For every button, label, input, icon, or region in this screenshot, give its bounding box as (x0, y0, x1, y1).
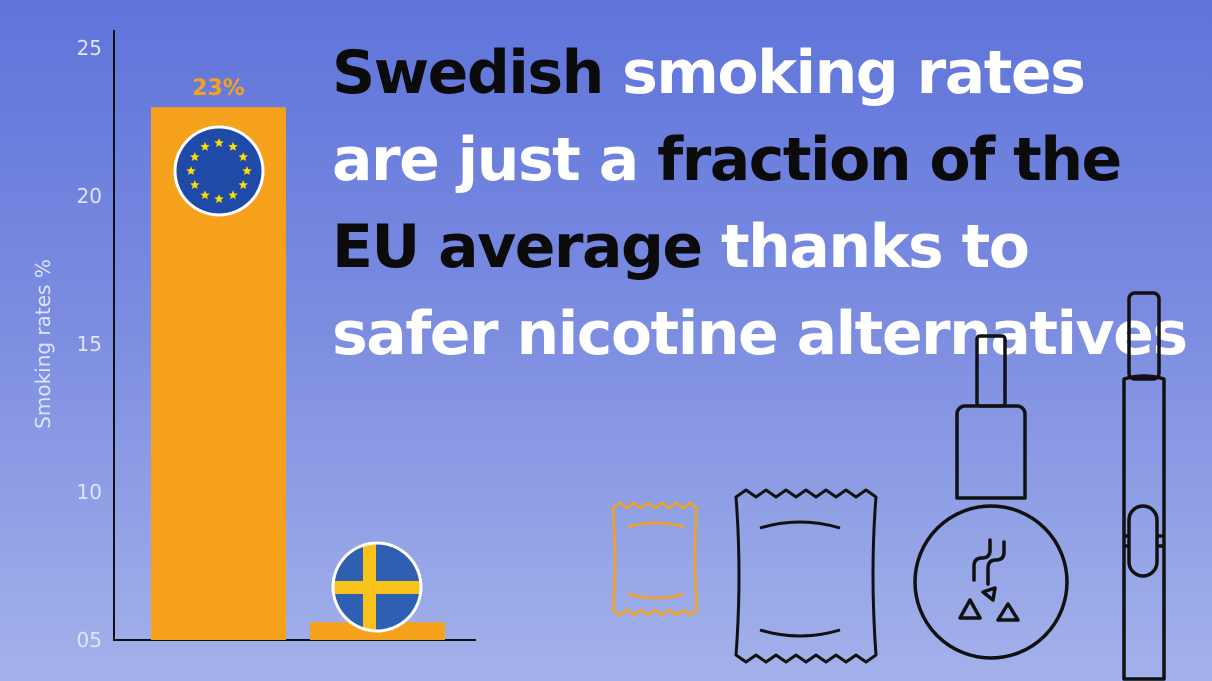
sweden-flag-icon (331, 541, 423, 633)
vape-device-icon (913, 334, 1069, 660)
data-label: 23% (192, 76, 245, 101)
y-tick-label: 05 (77, 628, 102, 652)
eu-flag-icon (173, 125, 265, 217)
headline-part: Swedish (332, 38, 604, 108)
y-axis-label: Smoking rates % (31, 259, 55, 429)
headline: Swedish smoking rates are just a fractio… (332, 30, 1202, 378)
y-tick-label: 10 (77, 480, 102, 504)
headline-part: smoking rates are just a (332, 38, 1086, 195)
heated-tobacco-device-icon (1122, 291, 1166, 681)
y-tick-label: 25 (77, 36, 102, 60)
small-nicotine-pouch-icon (611, 501, 699, 617)
large-nicotine-pouch-icon (734, 488, 878, 664)
headline-part: thanks to safer nicotine alternatives (332, 212, 1188, 369)
y-tick-label: 20 (77, 184, 102, 208)
headline-part: fraction of the EU average (332, 125, 1122, 282)
y-tick-label: 15 (77, 332, 102, 356)
